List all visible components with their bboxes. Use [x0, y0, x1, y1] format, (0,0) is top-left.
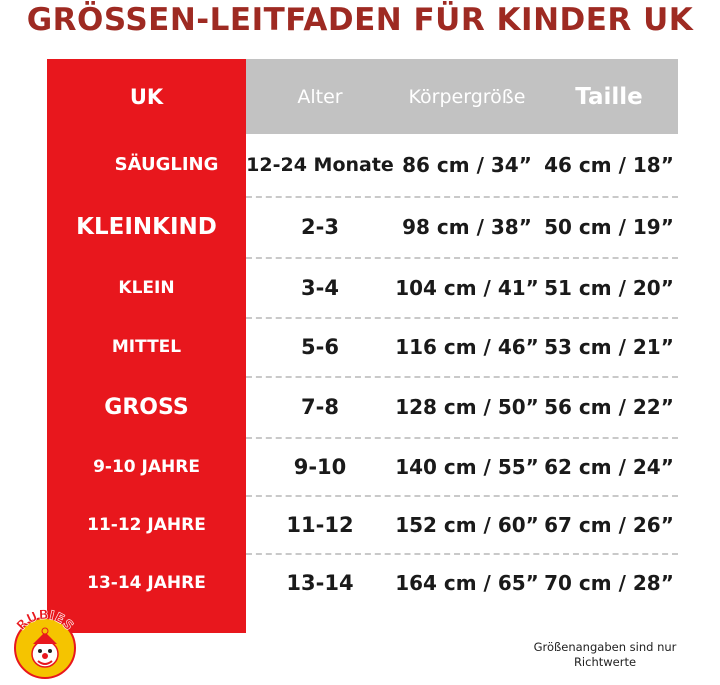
size-column-background: [47, 59, 246, 633]
table-row: SÄUGLING 12-24 Monate 86 cm / 34” 46 cm …: [47, 134, 678, 195]
height-value: 98 cm / 38”: [402, 215, 532, 239]
header-alter: Alter: [297, 85, 343, 108]
header-koerpergroesse: Körpergröße: [408, 85, 526, 108]
row-divider: [246, 196, 678, 198]
size-disclaimer-note: Größenangaben sind nur Richtwerte: [533, 640, 677, 669]
size-label: 9-10 JAHRE: [93, 457, 200, 477]
age-value: 2-3: [301, 215, 339, 239]
height-value: 116 cm / 46”: [395, 335, 539, 359]
row-divider: [246, 553, 678, 555]
table-row: KLEINKIND 2-3 98 cm / 38” 50 cm / 19”: [47, 198, 678, 256]
row-divider: [246, 317, 678, 319]
age-value: 7-8: [301, 395, 339, 419]
header-uk: UK: [129, 84, 164, 109]
waist-value: 50 cm / 19”: [544, 215, 674, 239]
waist-value: 53 cm / 21”: [544, 335, 674, 359]
size-label: MITTEL: [111, 337, 182, 357]
age-value: 12-24 Monate: [246, 153, 394, 176]
age-value: 5-6: [301, 335, 339, 359]
age-value: 11-12: [286, 513, 354, 537]
header-background: [246, 59, 678, 134]
row-divider: [246, 257, 678, 259]
age-value: 13-14: [286, 571, 354, 595]
size-chart-table: UK Alter Körpergröße Taille SÄUGLING 12-…: [47, 59, 678, 633]
waist-value: 46 cm / 18”: [544, 152, 674, 177]
size-label: 11-12 JAHRE: [87, 515, 206, 535]
waist-value: 62 cm / 24”: [544, 455, 674, 479]
size-label: KLEIN: [118, 277, 175, 298]
height-value: 164 cm / 65”: [395, 571, 539, 595]
table-row: 11-12 JAHRE 11-12 152 cm / 60” 67 cm / 2…: [47, 497, 678, 553]
table-row: GROSS 7-8 128 cm / 50” 56 cm / 22”: [47, 378, 678, 436]
size-label: SÄUGLING: [114, 154, 219, 175]
waist-value: 67 cm / 26”: [544, 513, 674, 537]
age-value: 9-10: [293, 455, 347, 479]
size-label: GROSS: [104, 394, 189, 420]
height-value: 128 cm / 50”: [395, 395, 539, 419]
height-value: 140 cm / 55”: [395, 455, 539, 479]
table-header-row: UK Alter Körpergröße Taille: [47, 59, 678, 134]
height-value: 152 cm / 60”: [395, 513, 539, 537]
table-row: MITTEL 5-6 116 cm / 46” 53 cm / 21”: [47, 319, 678, 375]
age-value: 3-4: [301, 275, 339, 300]
height-value: 86 cm / 34”: [402, 152, 532, 177]
waist-value: 56 cm / 22”: [544, 395, 674, 419]
row-divider: [246, 376, 678, 378]
size-label: 13-14 JAHRE: [87, 573, 206, 593]
table-row: 13-14 JAHRE 13-14 164 cm / 65” 70 cm / 2…: [47, 555, 678, 611]
page-title: GRÖSSEN-LEITFADEN FÜR KINDER UK: [26, 2, 694, 38]
clown-logo-icon: RUBIES: [14, 608, 76, 679]
table-row: 9-10 JAHRE 9-10 140 cm / 55” 62 cm / 24”: [47, 439, 678, 495]
size-label: KLEINKIND: [76, 214, 217, 240]
waist-value: 51 cm / 20”: [544, 275, 674, 300]
waist-value: 70 cm / 28”: [544, 571, 674, 595]
height-value: 104 cm / 41”: [395, 275, 539, 300]
header-taille: Taille: [575, 83, 643, 110]
table-row: KLEIN 3-4 104 cm / 41” 51 cm / 20”: [47, 259, 678, 316]
row-divider: [246, 495, 678, 497]
row-divider: [246, 437, 678, 439]
